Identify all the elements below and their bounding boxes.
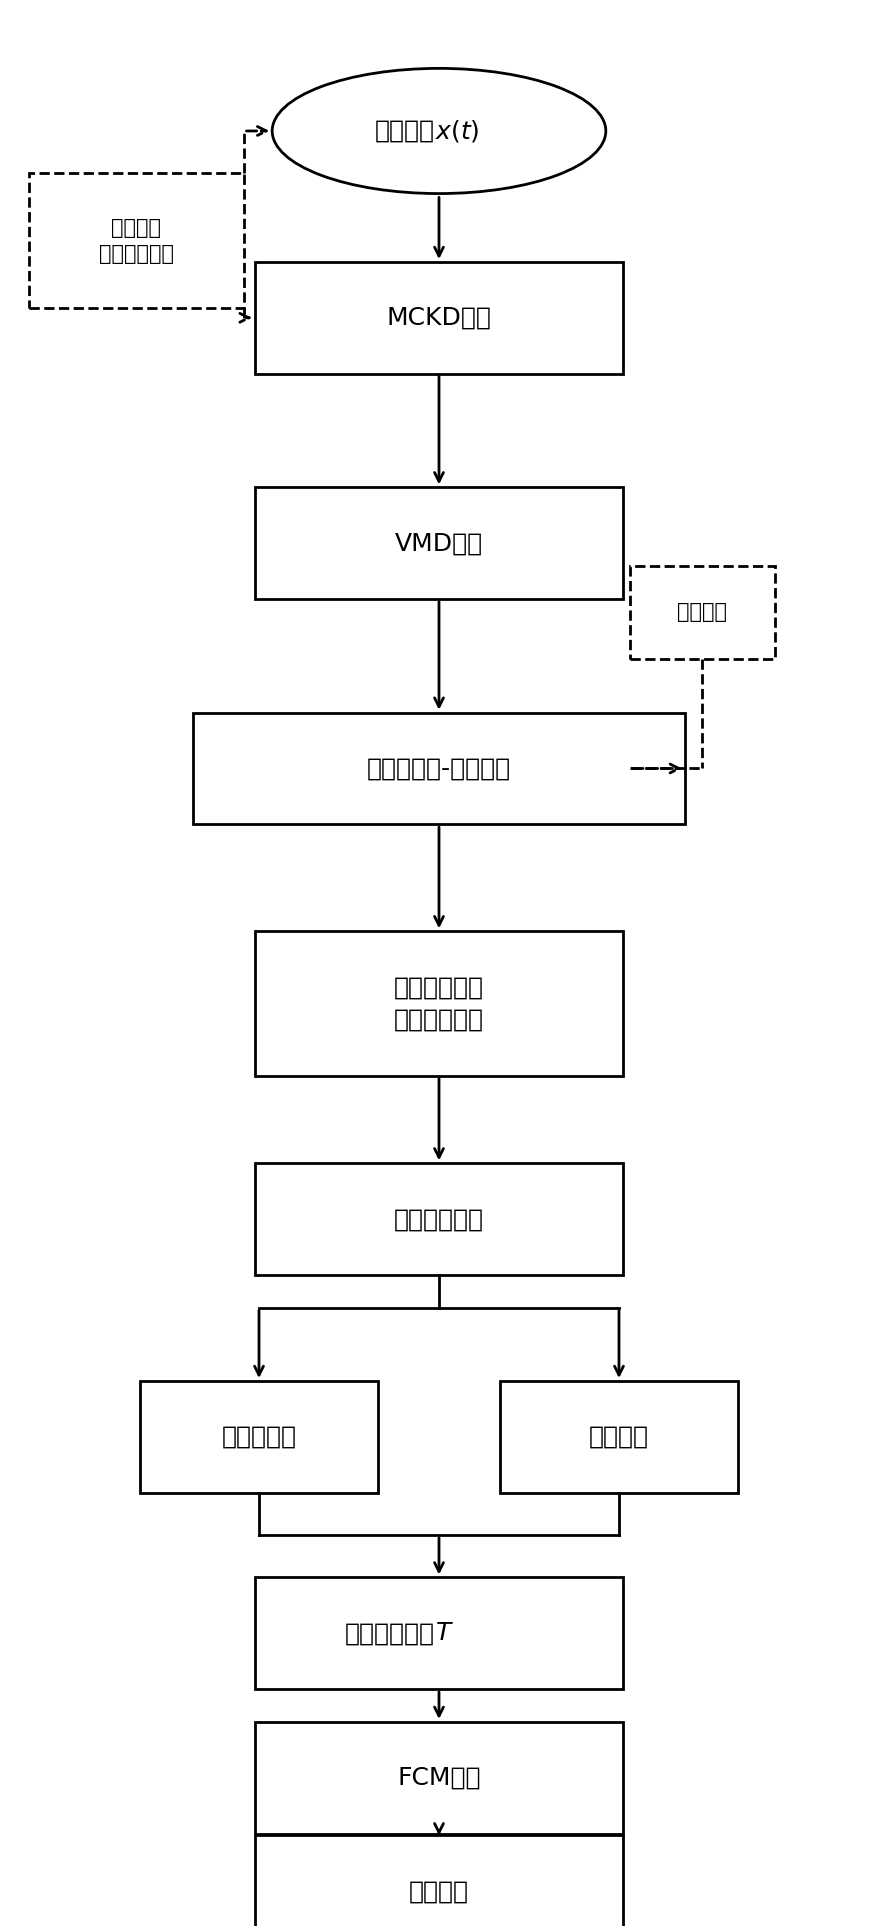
FancyBboxPatch shape (140, 1381, 377, 1493)
Text: FCM分类: FCM分类 (396, 1766, 481, 1789)
Text: $T$: $T$ (434, 1622, 453, 1645)
FancyBboxPatch shape (254, 1835, 623, 1926)
FancyBboxPatch shape (254, 487, 623, 599)
Text: 包络谱熵: 包络谱熵 (588, 1425, 648, 1448)
FancyBboxPatch shape (193, 713, 684, 824)
Text: 环境噪声
故障特征微弱: 环境噪声 故障特征微弱 (98, 218, 174, 264)
FancyBboxPatch shape (254, 1722, 623, 1834)
FancyBboxPatch shape (254, 1163, 623, 1275)
Text: 特征向量矩阵: 特征向量矩阵 (344, 1622, 434, 1645)
FancyBboxPatch shape (254, 262, 623, 374)
Text: MCKD算法: MCKD算法 (386, 306, 491, 329)
Text: 故障诊断: 故障诊断 (409, 1880, 468, 1903)
Text: 能量熵增量-峭度准则: 能量熵增量-峭度准则 (367, 757, 510, 780)
FancyBboxPatch shape (630, 566, 774, 659)
Ellipse shape (272, 67, 605, 193)
Text: 表征轴承状态
特征模态分量: 表征轴承状态 特征模态分量 (394, 976, 483, 1030)
Text: 虚假干扰: 虚假干扰 (677, 603, 726, 622)
FancyBboxPatch shape (254, 932, 623, 1075)
Text: VMD分解: VMD分解 (395, 532, 482, 555)
FancyBboxPatch shape (254, 1577, 623, 1689)
FancyBboxPatch shape (28, 173, 243, 308)
Text: 轴承信号: 轴承信号 (374, 119, 434, 143)
Text: 包络特征计算: 包络特征计算 (394, 1208, 483, 1231)
Text: 幅值特征比: 幅值特征比 (221, 1425, 296, 1448)
Text: $x(t)$: $x(t)$ (434, 117, 479, 144)
FancyBboxPatch shape (500, 1381, 737, 1493)
